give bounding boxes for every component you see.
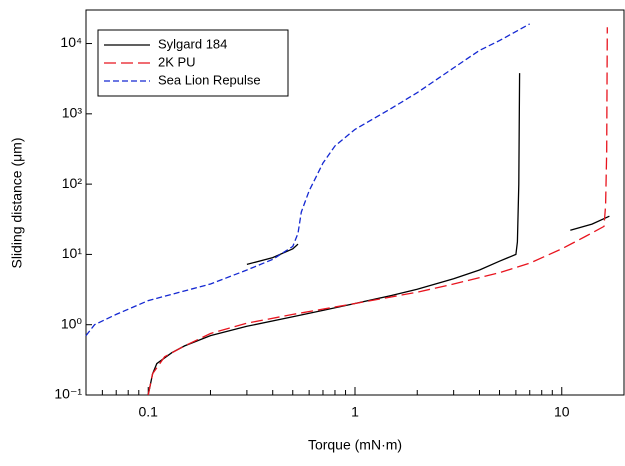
y-tick-label: 10⁴ xyxy=(60,34,82,50)
legend-label: 2K PU xyxy=(158,54,196,69)
series-line xyxy=(147,73,610,396)
series-line xyxy=(147,27,608,396)
y-tick-label: 10³ xyxy=(62,105,83,121)
x-tick-label: 10 xyxy=(554,404,570,420)
legend-label: Sylgard 184 xyxy=(158,36,227,51)
y-tick-label: 10² xyxy=(62,175,83,191)
x-axis-label: Torque (mN·m) xyxy=(308,437,402,453)
y-axis-label: Sliding distance (μm) xyxy=(9,137,25,268)
y-tick-label: 10¹ xyxy=(62,245,83,261)
series-line xyxy=(85,23,531,337)
legend-label: Sea Lion Repulse xyxy=(158,72,261,87)
y-tick-label: 10⁻¹ xyxy=(54,386,82,402)
x-tick-label: 1 xyxy=(351,404,359,420)
y-tick-label: 10⁰ xyxy=(61,315,83,331)
x-tick-label: 0.1 xyxy=(139,404,159,420)
